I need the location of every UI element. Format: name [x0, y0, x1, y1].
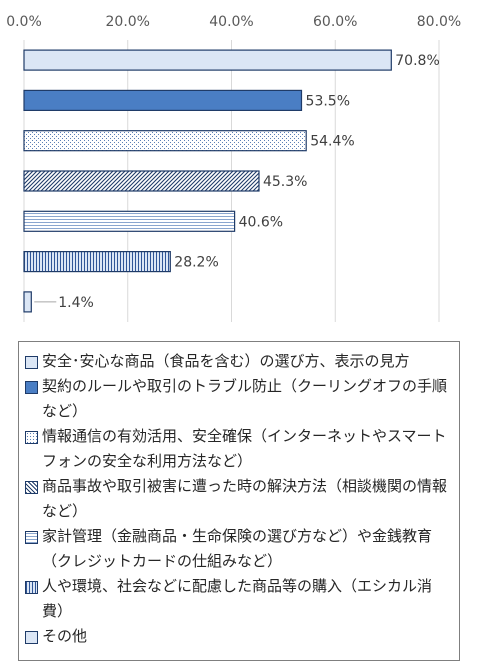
bar — [23, 170, 260, 192]
legend-label: 家計管理（金融商品・生命保険の選び方など）や金銭教育（クレジットカードの仕組みな… — [42, 527, 433, 570]
legend-label: 商品事故や取引被害に遭った時の解決方法（相談機関の情報など） — [42, 477, 448, 520]
legend-item: 安全･安心な商品（食品を含む）の選び方、表示の見方 — [25, 349, 453, 374]
x-tick-label: 40.0% — [209, 14, 253, 30]
legend-swatch — [25, 631, 38, 644]
data-labels: 70.8% 53.5% 54.4% 45.3% 40.6% 28.2% 1.4% — [34, 53, 440, 311]
legend-label: 人や環境、社会などに配慮した商品等の購入（エシカル消費） — [42, 577, 433, 620]
legend-swatch — [25, 381, 38, 394]
bar — [23, 291, 32, 313]
x-tick-label: 80.0% — [417, 14, 461, 30]
x-tick-label: 60.0% — [313, 14, 357, 30]
legend-item: 情報通信の有効活用、安全確保（インターネットやスマートフォンの安全な利用方法など… — [25, 424, 453, 474]
legend-item: 契約のルールや取引のトラブル防止（クーリングオフの手順など） — [25, 374, 453, 424]
legend-label: 情報通信の有効活用、安全確保（インターネットやスマートフォンの安全な利用方法など… — [42, 427, 447, 470]
legend-label: 契約のルールや取引のトラブル防止（クーリングオフの手順など） — [42, 377, 448, 420]
data-label: 53.5% — [306, 93, 350, 109]
data-label: 70.8% — [395, 53, 439, 69]
legend-swatch — [25, 481, 38, 494]
bar-chart: 0.0% 20.0% 40.0% 60.0% 80.0% 70.8% 53.5% 54.4%… — [6, 14, 461, 322]
legend: 安全･安心な商品（食品を含む）の選び方、表示の見方契約のルールや取引のトラブル防… — [18, 341, 460, 661]
data-label: 28.2% — [174, 255, 218, 271]
legend-item: 人や環境、社会などに配慮した商品等の購入（エシカル消費） — [25, 574, 453, 624]
legend-swatch — [25, 431, 38, 444]
legend-swatch — [25, 531, 38, 544]
legend-item: 商品事故や取引被害に遭った時の解決方法（相談機関の情報など） — [25, 474, 453, 524]
x-axis-ticks: 0.0% 20.0% 40.0% 60.0% 80.0% — [6, 14, 461, 30]
bar — [23, 210, 236, 232]
data-label: 40.6% — [239, 214, 283, 230]
data-label: 45.3% — [263, 174, 307, 190]
legend-swatch — [25, 581, 38, 594]
bar — [23, 89, 303, 112]
bar — [23, 49, 392, 71]
x-tick-label: 20.0% — [106, 14, 150, 30]
legend-swatch — [25, 356, 38, 369]
legend-label: その他 — [42, 627, 88, 645]
bars — [23, 49, 392, 313]
bar — [23, 130, 307, 152]
legend-label: 安全･安心な商品（食品を含む）の選び方、表示の見方 — [42, 352, 410, 370]
bar — [23, 251, 171, 273]
data-label: 1.4% — [58, 295, 94, 311]
legend-item: 家計管理（金融商品・生命保険の選び方など）や金銭教育（クレジットカードの仕組みな… — [25, 524, 453, 574]
x-tick-label: 0.0% — [6, 14, 42, 30]
data-label: 54.4% — [310, 134, 354, 150]
legend-item: その他 — [25, 624, 453, 649]
